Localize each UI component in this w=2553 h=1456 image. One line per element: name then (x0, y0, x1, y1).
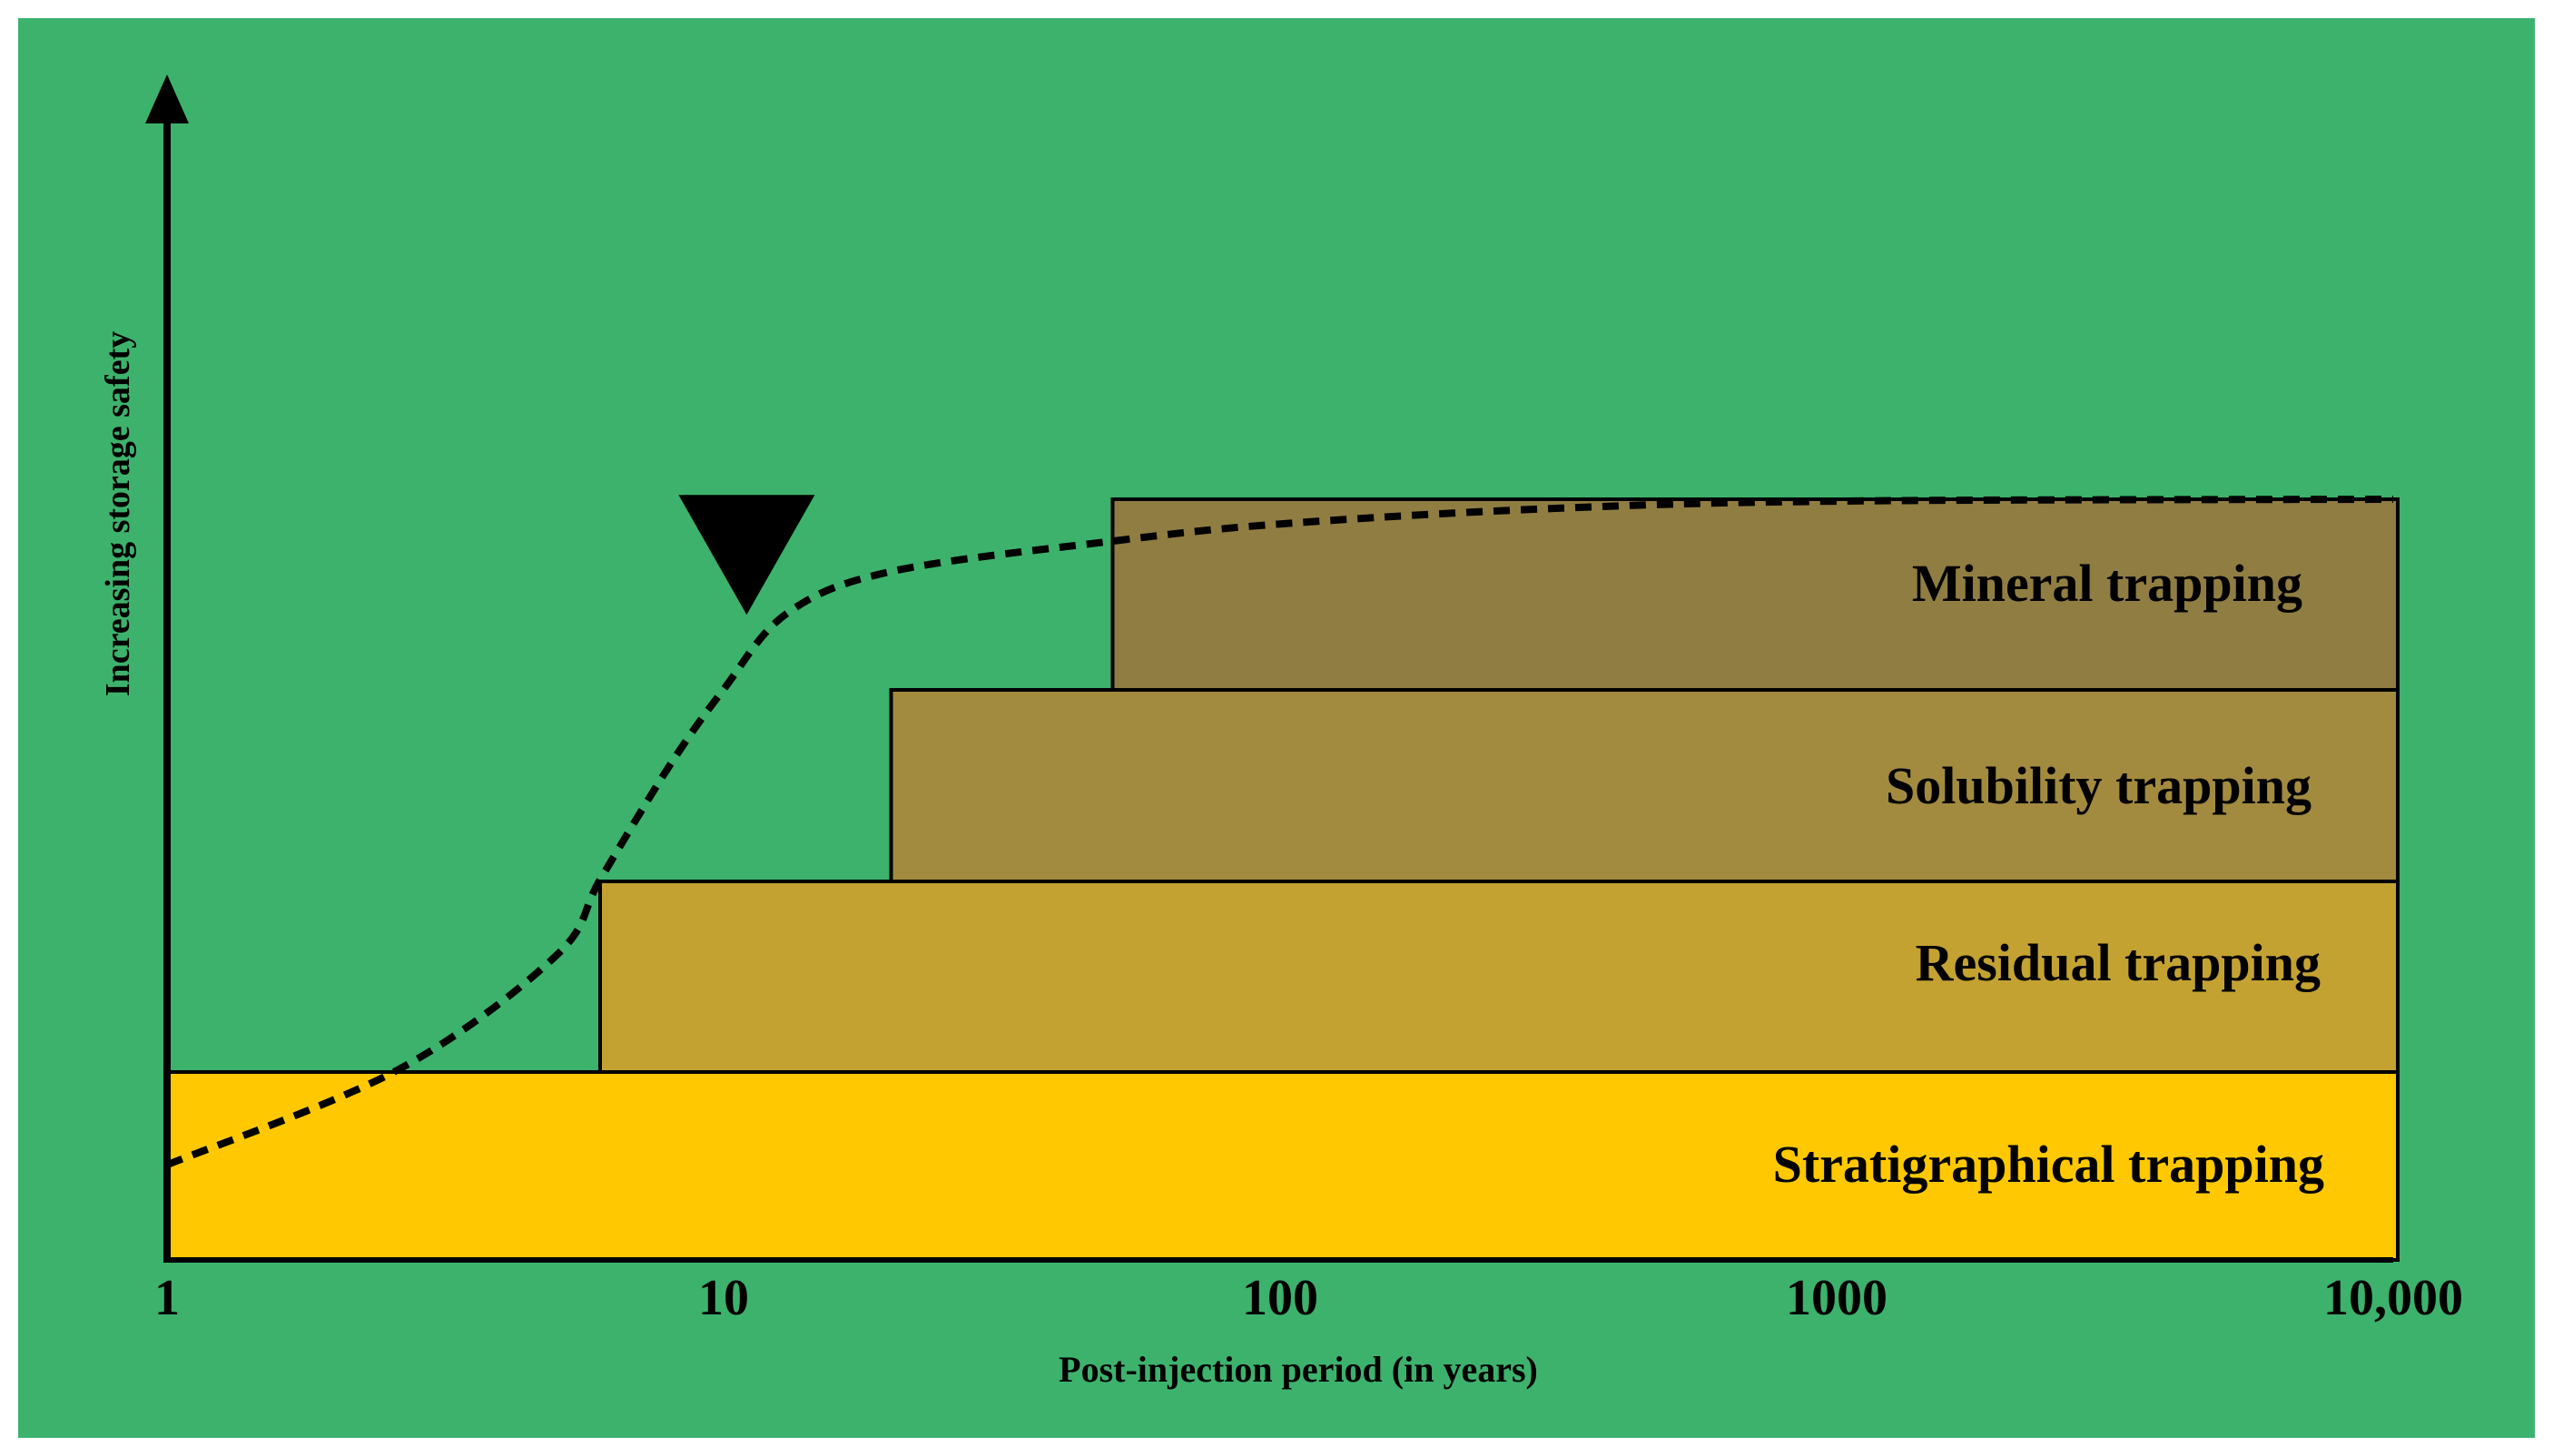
curve-layer (165, 495, 2394, 1168)
y-axis-arrow-icon (145, 74, 189, 123)
band-solubility (889, 688, 2400, 883)
band-label-solubility: Solubility trapping (1886, 756, 2312, 815)
x-axis-label: Post-injection period (in years) (1059, 1349, 1538, 1390)
x-tick-labels: 1 10 100 1000 10,000 (154, 1270, 2463, 1326)
curve-marker-triangle-icon (678, 495, 815, 615)
y-axis-label: Increasing storage safety (99, 331, 137, 696)
band-label-mineral: Mineral trapping (1912, 554, 2302, 613)
x-tick-label: 10 (698, 1270, 749, 1326)
x-tick-label: 100 (1242, 1270, 1318, 1326)
band-label-stratigraphical: Stratigraphical trapping (1773, 1135, 2324, 1194)
bands-layer: Stratigraphical trapping Residual trappin… (165, 497, 2400, 1262)
x-tick-label: 1000 (1786, 1270, 1888, 1326)
safety-curve (165, 496, 2394, 1168)
x-tick-label: 1 (154, 1270, 180, 1326)
band-label-residual: Residual trapping (1916, 933, 2321, 992)
band-residual (598, 880, 2400, 1074)
x-tick-label: 10,000 (2323, 1270, 2463, 1326)
band-stratigraphical (165, 1070, 2400, 1262)
band-mineral (1110, 497, 2400, 692)
